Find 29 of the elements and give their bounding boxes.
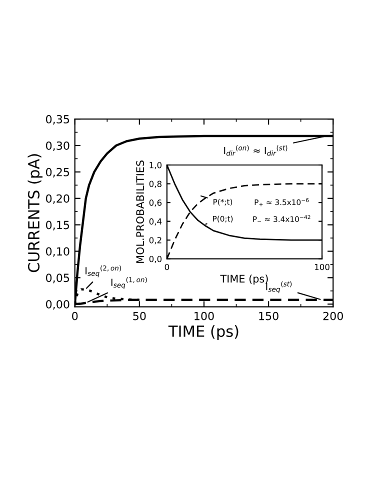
y-tick-label: 0,10 <box>46 247 70 257</box>
y-axis-title: CURRENTS (pA) <box>28 154 42 272</box>
y-tick-label: 0,05 <box>46 274 70 284</box>
x-tick-label: 0 <box>72 312 78 320</box>
y-tick-label: 0,30 <box>46 141 70 152</box>
annotation: I$_{seq}$$^{(2,on)}$ <box>86 265 122 278</box>
y-tick-label: 0,2 <box>149 237 162 244</box>
x-axis-title: TIME (ps) <box>168 325 238 340</box>
x-tick-label: 100 <box>314 264 330 270</box>
x-tick-label: 150 <box>259 312 278 320</box>
y-tick-label: 0,8 <box>149 180 162 188</box>
y-tick-label: 0,6 <box>149 200 162 207</box>
y-tick-label: 1,0 <box>150 162 162 170</box>
y-tick-label: 0,20 <box>46 194 70 204</box>
y-tick-label: 0,35 <box>46 115 70 125</box>
y-tick-label: 0,4 <box>149 218 162 226</box>
y-tick-label: 0,15 <box>46 220 70 230</box>
annotation: I$_{seq}$$^{(1,on)}$ <box>111 277 147 289</box>
annotation: I$_{dir}$$^{(on)}$ ≈ I$_{dir}$$^{(st)}$ <box>224 145 288 156</box>
x-tick-label: 200 <box>323 312 343 320</box>
y-tick-label: 0,25 <box>46 168 70 178</box>
x-tick-label: 100 <box>194 312 214 320</box>
x-tick-label: 50 <box>133 312 146 320</box>
annotation: I$_{seq}$$^{(st)}$ <box>266 281 292 294</box>
x-tick-label: 0 <box>164 264 170 270</box>
y-axis-title: MOL.PROBABILITIES <box>136 160 144 263</box>
y-tick-label: 0,00 <box>46 300 70 310</box>
x-axis-title: TIME (ps) <box>220 274 268 285</box>
y-tick-label: 0,0 <box>149 256 162 263</box>
